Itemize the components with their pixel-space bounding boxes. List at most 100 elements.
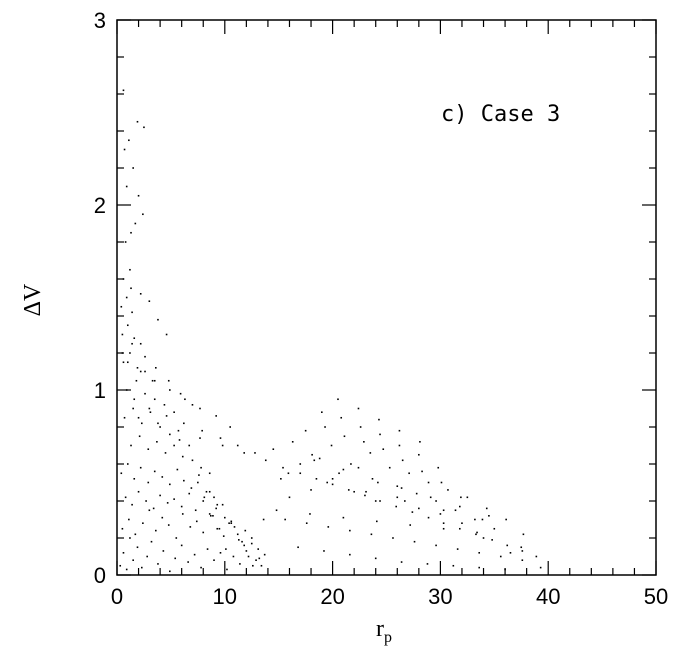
data-point (126, 324, 129, 327)
data-point (340, 416, 343, 419)
data-point (315, 478, 318, 480)
data-point (161, 476, 164, 478)
data-point (342, 516, 345, 519)
data-point (427, 481, 430, 484)
data-point (191, 459, 194, 462)
data-point (388, 466, 391, 469)
data-point (459, 505, 461, 508)
data-point (199, 437, 201, 439)
data-point (155, 529, 157, 532)
data-point (219, 552, 222, 554)
y-tick-label: 0 (94, 563, 106, 588)
data-point (134, 533, 137, 536)
data-point (122, 278, 125, 280)
data-point (509, 552, 512, 554)
data-point (409, 524, 412, 526)
data-point (236, 444, 239, 447)
data-point (125, 185, 128, 188)
data-point (218, 527, 221, 530)
data-point (272, 448, 275, 450)
data-point (374, 557, 377, 560)
data-point (442, 522, 445, 524)
data-point (224, 516, 226, 519)
annotation-label: c) Case 3 (441, 102, 560, 127)
data-point (183, 422, 185, 425)
data-point (125, 389, 128, 391)
data-point (364, 494, 366, 497)
data-point (181, 455, 184, 458)
data-point (374, 500, 377, 502)
data-point (421, 470, 423, 473)
data-point (342, 468, 345, 471)
data-point (125, 296, 128, 299)
data-point (243, 452, 246, 454)
data-point (521, 559, 524, 561)
data-point (148, 300, 151, 302)
data-point (178, 439, 181, 441)
data-point (398, 429, 401, 432)
data-point (349, 553, 351, 556)
data-point (121, 333, 124, 336)
data-point (379, 433, 381, 436)
data-point (137, 194, 140, 197)
data-point (418, 453, 420, 456)
data-point (203, 496, 206, 499)
data-point (429, 496, 432, 499)
data-point (157, 563, 159, 565)
data-point (208, 513, 211, 515)
data-point (229, 426, 231, 428)
data-point (166, 502, 169, 504)
data-point (299, 463, 302, 465)
data-point (133, 478, 136, 480)
x-axis-label-main: r (376, 616, 384, 642)
data-point (213, 496, 215, 499)
data-point (426, 563, 429, 565)
data-point (284, 518, 286, 521)
data-point (135, 379, 138, 382)
data-point (120, 305, 123, 308)
data-point (305, 522, 308, 524)
data-point (245, 550, 248, 552)
data-point (131, 311, 133, 314)
data-point (169, 483, 171, 486)
data-point (222, 535, 225, 537)
data-point (119, 564, 122, 567)
data-point (440, 481, 443, 484)
data-point (370, 533, 373, 536)
data-point (145, 500, 147, 502)
data-point (313, 459, 316, 462)
data-point (413, 540, 416, 543)
data-point (461, 522, 463, 524)
data-point (310, 489, 312, 491)
data-point (476, 531, 478, 534)
data-point (474, 518, 476, 521)
x-tick-label: 10 (213, 584, 237, 609)
data-point (138, 435, 141, 438)
data-point (357, 466, 360, 469)
data-point (136, 120, 139, 123)
data-point (159, 494, 161, 497)
data-point (190, 487, 193, 489)
data-point (148, 407, 151, 410)
data-point (184, 398, 186, 401)
data-point (287, 472, 290, 475)
data-point (191, 404, 194, 406)
data-point (233, 526, 236, 528)
data-point (323, 550, 325, 552)
data-point (131, 503, 133, 506)
data-point (173, 411, 175, 413)
data-point (275, 509, 278, 512)
data-point (132, 407, 134, 410)
data-point (396, 485, 399, 487)
data-point (129, 537, 131, 539)
data-point (126, 463, 129, 465)
data-point (506, 544, 509, 547)
data-point (297, 546, 299, 549)
data-point (382, 448, 385, 450)
data-point (400, 487, 403, 489)
data-point (173, 498, 175, 500)
data-point (504, 568, 506, 571)
data-point (193, 553, 196, 556)
data-point (181, 513, 184, 515)
data-point (230, 520, 233, 523)
